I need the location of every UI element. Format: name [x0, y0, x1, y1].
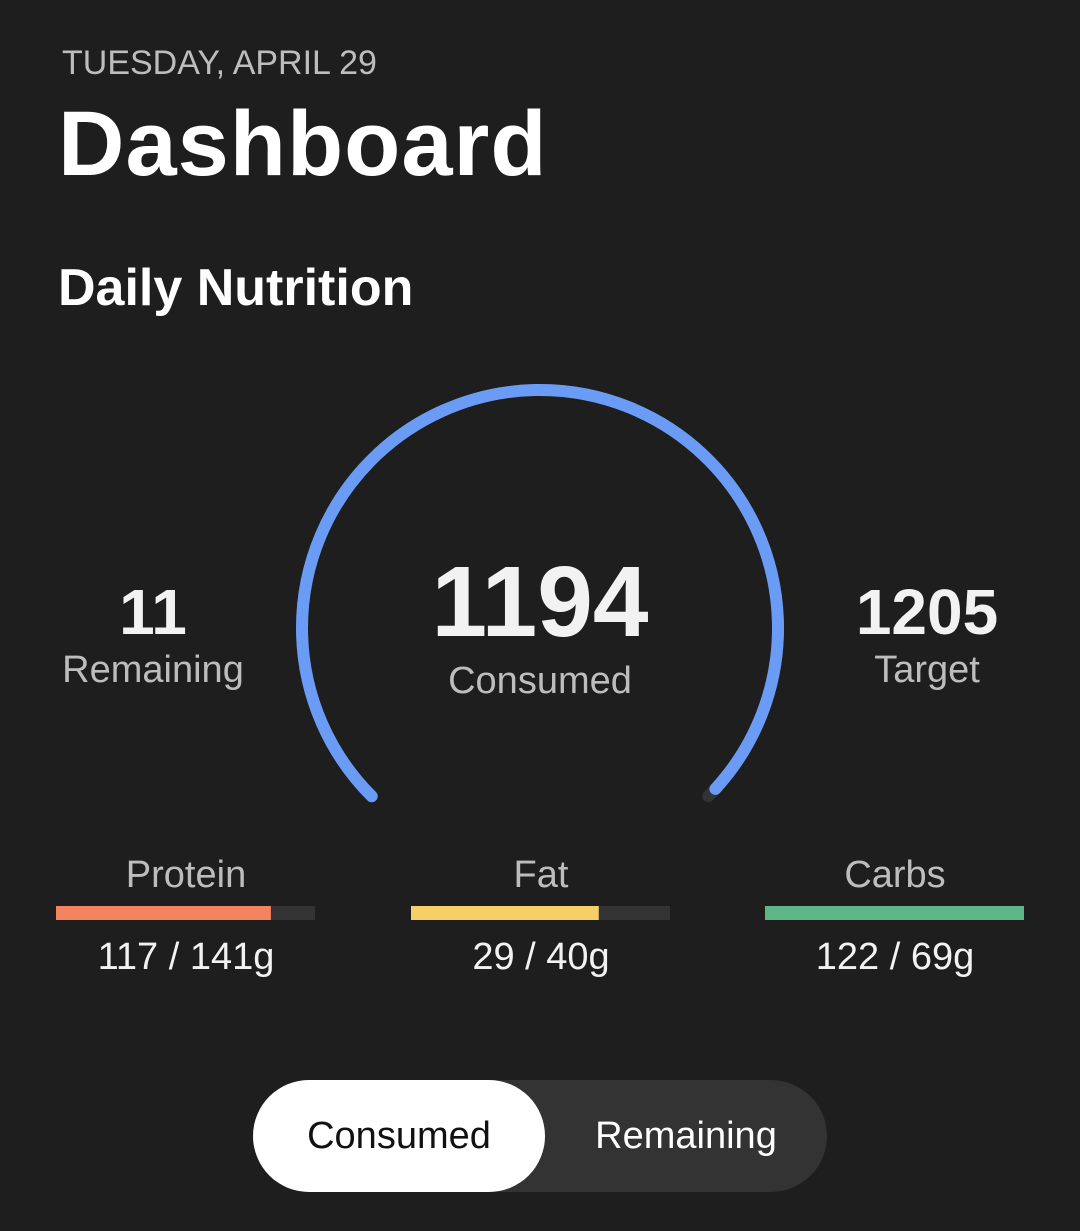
toggle: Consumed Remaining [253, 1080, 827, 1192]
target-label: Target [874, 649, 980, 691]
macro-bar [765, 906, 1024, 920]
macro-name: Protein [125, 854, 247, 896]
macro-bar [56, 906, 271, 920]
target-value: 1205 [855, 576, 999, 648]
macro-bar [411, 906, 599, 920]
target-stat: 1205 Target [777, 575, 1077, 692]
toggle-option[interactable]: Remaining [595, 1115, 777, 1157]
macro-value: 122 / 69g [815, 936, 975, 978]
section-title: Daily Nutrition [58, 259, 414, 317]
macro-value: 117 / 141g [97, 936, 275, 978]
consumed-label: Consumed [448, 660, 632, 702]
toggle-option[interactable]: Consumed [253, 1080, 545, 1192]
consumed-stat: 1194 Consumed [390, 545, 690, 703]
consumed-value: 1194 [431, 546, 649, 658]
remaining-stat: 11 Remaining [3, 575, 303, 692]
remaining-label: Remaining [62, 649, 244, 691]
gauge-progress [296, 384, 784, 803]
macro-name: Carbs [844, 854, 946, 896]
page-title: Dashboard [58, 93, 548, 195]
date: TUESDAY, APRIL 29 [62, 44, 377, 82]
macro-name: Fat [513, 854, 569, 896]
remaining-value: 11 [119, 576, 187, 648]
macro-value: 29 / 40g [472, 936, 610, 978]
